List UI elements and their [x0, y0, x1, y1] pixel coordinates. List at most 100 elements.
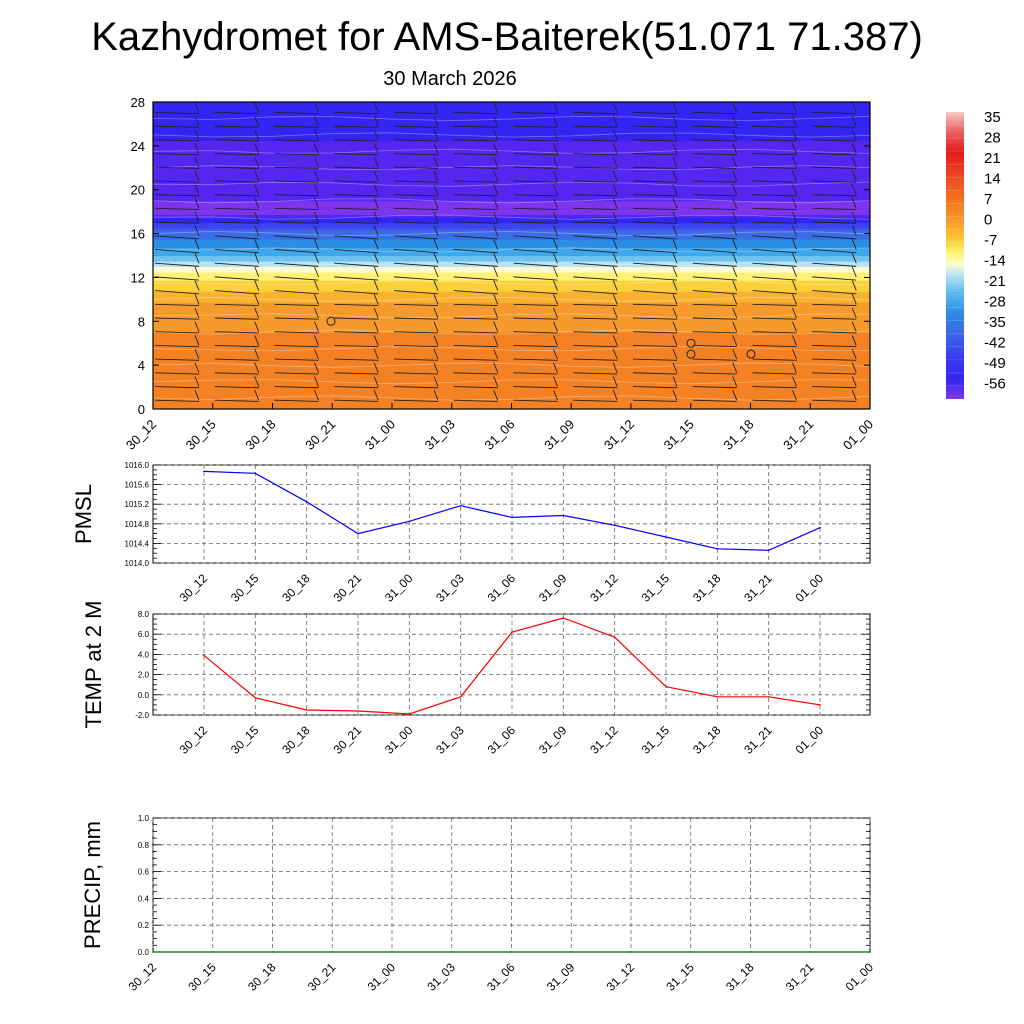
wind-barb-flag [254, 280, 260, 291]
x-tick-label: 30_18 [242, 417, 278, 453]
x-tick-label: 31_21 [741, 571, 775, 605]
wind-barb-staff [812, 358, 857, 361]
wind-barb-staff [573, 194, 618, 197]
wind-barb-flag [553, 253, 558, 264]
calm-wind-marker [746, 349, 756, 359]
wind-barb-staff [154, 399, 200, 402]
wind-barb-staff [513, 344, 558, 348]
wind-barb-flag [314, 198, 319, 209]
heatmap-band [153, 134, 870, 139]
heatmap-band [153, 288, 870, 292]
heatmap-band [153, 143, 870, 147]
wind-barb-staff [872, 400, 916, 401]
heatmap-band [153, 200, 870, 205]
colorbar-label: 28 [984, 130, 1001, 147]
wind-barb-staff [154, 303, 200, 306]
wind-barb-staff [752, 372, 797, 375]
wind-barb-staff [453, 125, 498, 128]
wind-barb-staff [573, 290, 618, 295]
wind-barb-flag [612, 184, 618, 195]
precip-panel: 0.0 0.2 0.4 0.6 0.8 1.0 30_12 30_15 30_18 30_21 31… [80, 814, 876, 994]
wind-barb-staff [692, 358, 737, 361]
wind-barb-staff [274, 221, 319, 224]
wind-barb-staff [692, 180, 737, 183]
wind-barb-flag [612, 211, 618, 223]
wind-barb-flag [433, 294, 439, 305]
wind-barb-staff [812, 262, 857, 267]
wind-barb-flag [373, 321, 379, 332]
wind-barb-flag [194, 362, 200, 373]
x-tick-label: 30_21 [331, 571, 365, 605]
data-point [809, 951, 812, 953]
heatmap-band [153, 277, 870, 281]
wind-barb-staff [334, 180, 379, 183]
wind-barb-flag [851, 198, 857, 209]
data-point [331, 951, 334, 953]
wind-barb-staff [214, 276, 259, 281]
heatmap-band [153, 170, 870, 174]
heatmap-band [153, 285, 870, 289]
wind-barb-staff [632, 331, 678, 334]
heatmap-band [153, 313, 870, 317]
wind-barb-staff [453, 166, 498, 169]
wind-barb-flag [493, 129, 499, 140]
wind-barb-flag [433, 321, 439, 332]
wind-barb-staff [393, 221, 439, 224]
data-point [819, 704, 821, 706]
wind-barb-flag [672, 102, 678, 113]
wind-barb-staff [393, 290, 439, 295]
wind-barb-staff [453, 207, 498, 211]
wind-barb-flag [912, 239, 916, 249]
wind-barb-flag [612, 129, 618, 140]
wind-barb-flag [254, 253, 260, 264]
wind-barb-flag [194, 115, 200, 127]
wind-barb-staff [752, 153, 797, 156]
wind-barb-flag [912, 102, 916, 112]
contour-line [153, 280, 870, 286]
wind-barb-flag [912, 198, 916, 208]
wind-barb-staff [214, 262, 259, 267]
wind-barb-flag [792, 157, 797, 168]
contour-line [153, 198, 870, 204]
x-tick-label: 31_12 [604, 960, 638, 994]
wind-barb-flag [732, 335, 738, 346]
wind-barb-staff [334, 303, 379, 306]
wind-barb-flag [373, 294, 379, 305]
wind-barb-staff [573, 153, 618, 156]
contour-line [153, 214, 870, 220]
data-point [665, 685, 667, 688]
wind-barb-staff [752, 290, 797, 295]
wind-barb-flag [851, 390, 857, 401]
wind-barb-flag [912, 390, 916, 400]
wind-barb-staff [513, 290, 558, 295]
wind-barb-flag [792, 143, 797, 154]
wind-barb-staff [812, 221, 857, 224]
wind-barb-flag [851, 239, 857, 250]
wind-barb-flag [792, 294, 797, 305]
heatmap-band [153, 206, 870, 210]
wind-barb-flag [792, 225, 797, 236]
wind-barb-staff [154, 331, 200, 334]
data-point [613, 524, 616, 527]
heatmap-band [153, 115, 870, 120]
x-tick-label: 31_06 [481, 417, 517, 453]
wind-barb-flag [553, 211, 558, 223]
wind-barb-flag [493, 266, 499, 278]
wind-barb-flag [314, 143, 319, 154]
data-point [357, 532, 359, 535]
wind-barb-flag [553, 143, 558, 154]
wind-barb-flag [254, 307, 260, 319]
wind-barb-staff [453, 111, 498, 115]
wind-barb-flag [433, 225, 439, 236]
x-tick-label: 31_15 [639, 571, 673, 605]
wind-barb-flag [373, 253, 379, 264]
colorbar-label: 14 [984, 171, 1001, 188]
wind-barb-flag [792, 266, 797, 278]
data-point [613, 636, 616, 638]
data-point [271, 951, 274, 953]
wind-barb-staff [692, 194, 737, 197]
heatmap-band [153, 233, 870, 237]
heatmap-band [153, 392, 870, 396]
wind-barb-flag [732, 102, 738, 113]
data-point [630, 951, 632, 953]
